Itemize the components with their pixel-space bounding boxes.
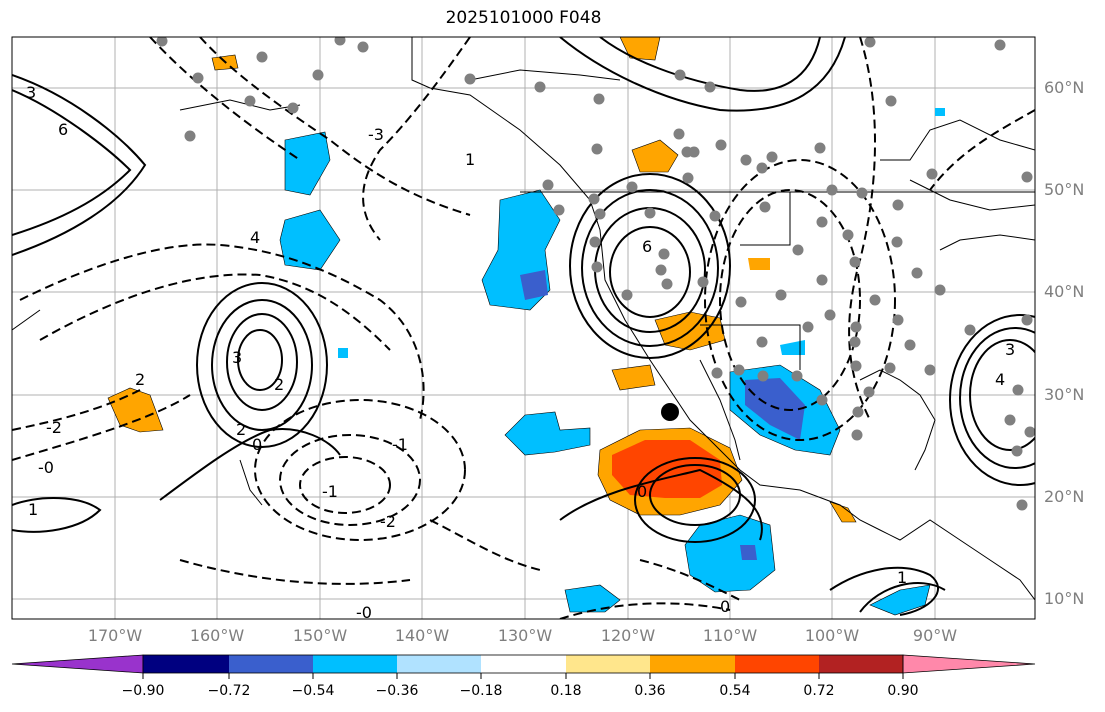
colorbar-tick-label: −0.18 bbox=[459, 683, 503, 699]
colorbar-bin bbox=[313, 655, 397, 673]
positive-anomaly-shading bbox=[107, 37, 857, 523]
colorbar-extend-min bbox=[11, 654, 144, 674]
contour-label: 2 bbox=[135, 370, 145, 389]
contour-label: -0 bbox=[356, 603, 372, 622]
lat-label-50n: 50°N bbox=[1044, 180, 1085, 199]
contour-label: 1 bbox=[465, 150, 475, 169]
contour-label: -1 bbox=[392, 435, 408, 454]
station-dots bbox=[156, 37, 1035, 511]
colorbar-tick-label: 0.36 bbox=[634, 683, 666, 699]
contour-label: 6 bbox=[58, 120, 68, 139]
colorbar-extend-max bbox=[902, 654, 1036, 674]
colorbar-bin bbox=[566, 655, 650, 673]
contour-label: 0 bbox=[637, 482, 647, 501]
colorbar-bin bbox=[481, 655, 566, 673]
lon-label-150w: 150°W bbox=[292, 626, 348, 645]
colorbar bbox=[11, 654, 1036, 679]
map-frame bbox=[11, 36, 1036, 620]
lat-label-40n: 40°N bbox=[1044, 282, 1085, 301]
contour-label: 1 bbox=[897, 568, 907, 587]
colorbar-bin bbox=[650, 655, 735, 673]
negative-anomaly-shading bbox=[279, 108, 945, 616]
colorbar-tick-label: 0.90 bbox=[887, 683, 919, 699]
lat-label-10n: 10°N bbox=[1044, 589, 1085, 608]
contour-label: 4 bbox=[250, 228, 260, 247]
lat-label-60n: 60°N bbox=[1044, 78, 1085, 97]
contour-label: 3 bbox=[26, 83, 36, 102]
storm-center-marker bbox=[661, 403, 679, 421]
lon-label-100w: 100°W bbox=[804, 626, 860, 645]
contour-label: 2 bbox=[236, 420, 246, 439]
lon-label-170w: 170°W bbox=[87, 626, 143, 645]
contour-label: 4 bbox=[995, 370, 1005, 389]
map-plot-area: 3 2 2 2 0 1 6 4 3 6 0 1 -0 1 3 4 -2 -2 -… bbox=[12, 37, 1035, 622]
negative-contours bbox=[12, 37, 1035, 619]
contour-label: 3 bbox=[232, 348, 242, 367]
colorbar-bin bbox=[229, 655, 313, 673]
lon-label-90w: 90°W bbox=[912, 626, 958, 645]
coastlines bbox=[12, 37, 1035, 601]
colorbar-bin bbox=[397, 655, 481, 673]
lon-label-140w: 140°W bbox=[394, 626, 450, 645]
contour-label: -0 bbox=[38, 458, 54, 477]
contour-label: 3 bbox=[1005, 340, 1015, 359]
contour-label: 0 bbox=[720, 597, 730, 616]
contour-label-group: 3 2 2 2 0 1 6 4 3 6 0 1 -0 1 3 4 bbox=[26, 83, 1015, 622]
contour-label: -2 bbox=[380, 512, 396, 531]
colorbar-bin bbox=[819, 655, 903, 673]
contour-label: 2 bbox=[274, 375, 284, 394]
colorbar-bin bbox=[735, 655, 819, 673]
positive-contours bbox=[12, 37, 1035, 616]
lat-label-20n: 20°N bbox=[1044, 487, 1085, 506]
colorbar-bin bbox=[143, 655, 229, 673]
contour-label: -2 bbox=[46, 418, 62, 437]
colorbar-tick-label: 0.54 bbox=[719, 683, 751, 699]
lon-label-110w: 110°W bbox=[702, 626, 758, 645]
contour-label-group-negative: -2 -2 -1 -1 0 -0 -3 bbox=[38, 125, 730, 616]
colorbar-frame bbox=[142, 654, 904, 674]
lat-label-30n: 30°N bbox=[1044, 385, 1085, 404]
colorbar-tick-label: 0.18 bbox=[550, 683, 582, 699]
contour-label: 6 bbox=[642, 237, 652, 256]
colorbar-tick-label: 0.72 bbox=[803, 683, 835, 699]
contour-label: -3 bbox=[368, 125, 384, 144]
colorbar-tick-label: −0.54 bbox=[291, 683, 335, 699]
lon-label-120w: 120°W bbox=[600, 626, 656, 645]
lon-label-160w: 160°W bbox=[189, 626, 245, 645]
map-title: 2025101000 F048 bbox=[445, 8, 602, 28]
contour-label: -1 bbox=[322, 482, 338, 501]
contour-label: 0 bbox=[252, 435, 262, 454]
lon-label-130w: 130°W bbox=[497, 626, 553, 645]
colorbar-tick-label: −0.72 bbox=[207, 683, 251, 699]
colorbar-tick-label: −0.90 bbox=[121, 683, 165, 699]
colorbar-tick-label: −0.36 bbox=[375, 683, 419, 699]
contour-label: 1 bbox=[28, 500, 38, 519]
